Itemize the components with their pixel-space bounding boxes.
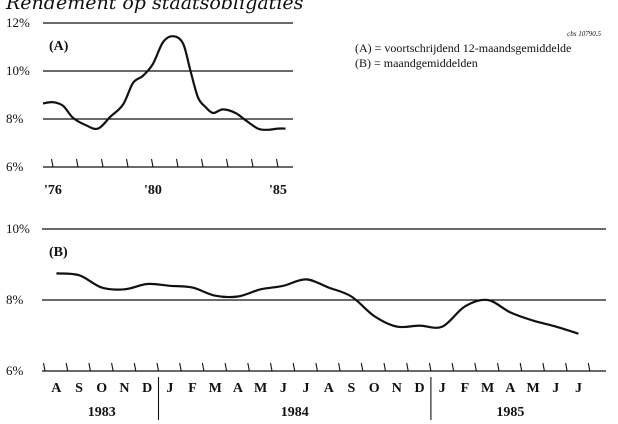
x-tick-mark: [201, 362, 205, 372]
x-tick-mark: [451, 362, 455, 372]
x-tick-mark: [200, 158, 204, 168]
x-tick-label: '85: [269, 183, 287, 198]
x-tick-mark: [406, 362, 409, 372]
x-tick-mark: [247, 362, 250, 372]
x-tick-mark: [428, 362, 432, 372]
x-tick-label: D: [414, 381, 424, 396]
year-label: 1984: [281, 405, 309, 420]
series-line: [56, 272, 579, 335]
x-tick-mark: [292, 362, 296, 372]
year-label: 1985: [496, 405, 524, 420]
x-tick-mark: [474, 362, 477, 372]
legend-b: (B) = maandgemiddelden: [355, 56, 478, 70]
panel-label: (B): [49, 245, 68, 260]
x-tick-label: J: [166, 381, 173, 396]
y-tick-label: 8%: [6, 111, 24, 126]
x-tick-mark: [519, 362, 523, 372]
x-tick-label: M: [254, 381, 267, 396]
x-tick-label: J: [439, 381, 446, 396]
chart-panel-a: 6% 8% 10% 12% '76 '80 '85 (A): [6, 15, 293, 198]
x-tick-mark: [587, 362, 591, 372]
x-tick-mark: [179, 362, 182, 372]
x-tick-label: '76: [44, 183, 62, 198]
x-tick-mark: [224, 362, 228, 372]
x-tick-mark: [42, 362, 46, 372]
x-tick-mark: [65, 362, 69, 372]
x-tick-label: A: [324, 381, 335, 396]
x-tick-label: J: [280, 381, 287, 396]
x-tick-label: O: [369, 381, 380, 396]
x-tick-mark: [383, 362, 387, 372]
x-tick-mark: [175, 158, 179, 168]
x-tick-mark: [250, 158, 254, 168]
x-tick-mark: [269, 362, 273, 372]
x-tick-label: M: [481, 381, 494, 396]
x-tick-mark: [338, 362, 341, 372]
x-tick-mark: [88, 362, 91, 372]
panel-label: (A): [49, 39, 69, 54]
y-tick-label: 6%: [6, 363, 24, 378]
x-tick-label: A: [51, 381, 62, 396]
x-tick-label: J: [552, 381, 559, 396]
x-tick-label: S: [75, 381, 83, 396]
x-tick-mark: [111, 362, 114, 372]
x-tick-label: O: [96, 381, 107, 396]
x-tick-mark: [125, 158, 129, 168]
year-label: 1983: [88, 405, 116, 420]
x-tick-mark: [75, 158, 79, 168]
x-tick-label: A: [233, 381, 244, 396]
y-tick-label: 12%: [6, 15, 30, 30]
x-tick-mark: [225, 158, 229, 168]
x-tick-label: D: [142, 381, 152, 396]
y-tick-label: 8%: [6, 292, 24, 307]
x-tick-mark: [156, 362, 160, 372]
x-tick-mark: [360, 362, 364, 372]
x-tick-mark: [275, 158, 279, 168]
page-title: Rendement op staatsobligaties: [6, 0, 304, 14]
series-line: [42, 35, 286, 131]
x-tick-mark: [315, 362, 318, 372]
x-tick-mark: [565, 362, 568, 372]
x-tick-label: J: [575, 381, 582, 396]
x-tick-label: F: [461, 381, 470, 396]
source-code: cbs 10790.5: [567, 30, 601, 38]
x-tick-mark: [496, 362, 500, 372]
y-tick-label: 10%: [6, 63, 30, 78]
x-tick-label: M: [526, 381, 539, 396]
x-tick-label: A: [505, 381, 516, 396]
x-tick-label: J: [303, 381, 310, 396]
x-tick-label: M: [209, 381, 222, 396]
x-tick-mark: [100, 158, 104, 168]
x-tick-mark: [133, 362, 137, 372]
legend-a: (A) = voortschrijdend 12-maandsgemiddeld…: [355, 41, 571, 55]
x-tick-mark: [542, 362, 545, 372]
x-tick-label: '80: [144, 183, 162, 198]
y-tick-label: 6%: [6, 159, 24, 174]
x-tick-label: N: [119, 381, 129, 396]
x-tick-label: S: [348, 381, 356, 396]
x-tick-mark: [50, 158, 54, 168]
x-tick-label: F: [188, 381, 197, 396]
y-tick-label: 10%: [6, 221, 30, 236]
x-tick-mark: [150, 158, 154, 168]
x-tick-label: N: [392, 381, 402, 396]
